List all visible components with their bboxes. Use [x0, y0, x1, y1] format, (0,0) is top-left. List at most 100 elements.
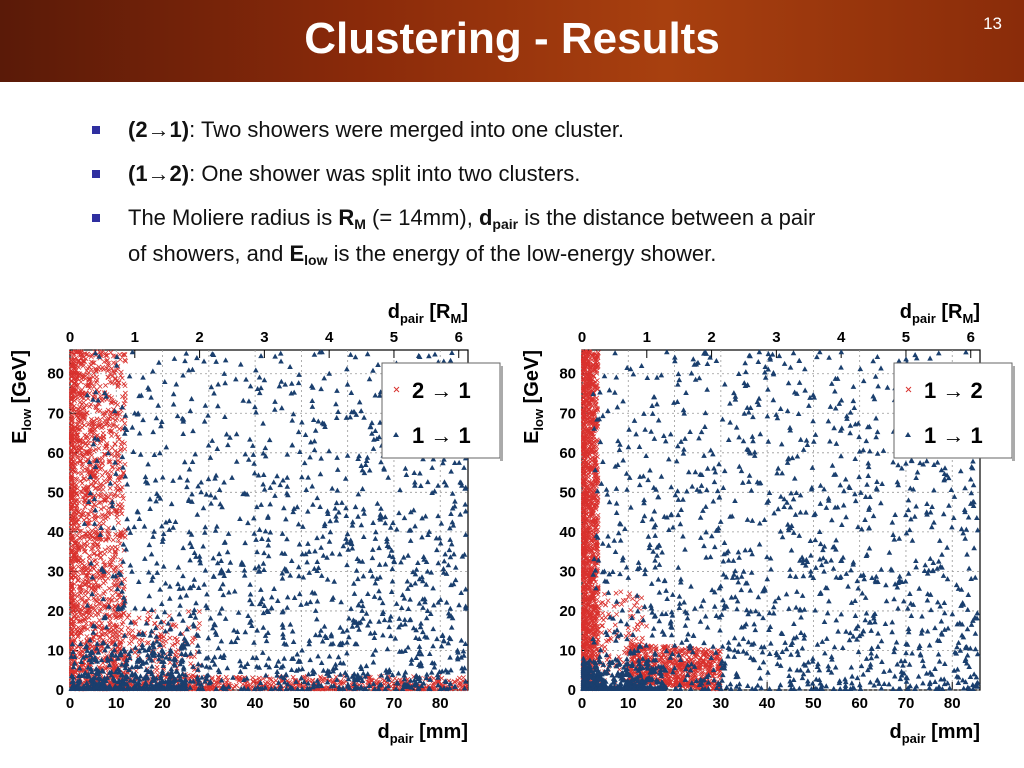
red-cross-marker	[81, 372, 87, 378]
top-tick-label: 2	[707, 329, 715, 346]
top-tick-label: 1	[643, 329, 651, 346]
red-cross-marker	[80, 512, 86, 518]
red-cross-marker	[105, 528, 111, 534]
red-cross-marker	[89, 352, 95, 358]
red-cross-marker	[77, 458, 83, 464]
red-cross-marker	[68, 621, 74, 627]
x-tick-label: 60	[339, 695, 356, 712]
y-tick-label: 40	[559, 524, 576, 541]
red-cross-marker	[68, 473, 74, 479]
red-cross-marker	[72, 476, 78, 482]
red-cross-marker	[106, 585, 112, 591]
red-cross-marker	[93, 557, 99, 563]
red-cross-marker	[114, 624, 120, 630]
red-cross-marker	[68, 437, 74, 443]
red-cross-marker	[68, 495, 74, 501]
x-tick-label: 0	[578, 695, 586, 712]
red-cross-marker	[91, 535, 97, 541]
red-cross-marker	[115, 402, 121, 408]
red-cross-marker	[73, 538, 78, 544]
red-cross-marker	[105, 416, 111, 422]
red-cross-marker	[91, 551, 97, 557]
red-cross-marker	[103, 382, 109, 388]
red-cross-marker	[82, 548, 88, 554]
red-cross-marker	[91, 551, 97, 557]
red-cross-marker	[107, 423, 113, 428]
red-cross-marker	[75, 421, 81, 427]
red-cross-marker	[93, 485, 99, 491]
x-tick-label: 80	[944, 695, 961, 712]
red-cross-marker	[79, 480, 85, 486]
red-cross-marker	[74, 502, 79, 508]
red-cross-marker	[100, 575, 106, 581]
red-cross-marker	[71, 395, 77, 401]
bullet-text: is the distance between a pair	[518, 205, 816, 230]
red-cross-marker	[98, 494, 104, 500]
bullet-bold: (2→1)	[128, 117, 190, 142]
red-cross-marker	[94, 552, 100, 558]
red-cross-marker	[113, 417, 119, 423]
red-cross-marker	[104, 357, 110, 363]
red-cross-marker	[107, 548, 113, 554]
bullet-text: The Moliere radius is	[128, 205, 339, 230]
red-cross-marker	[101, 521, 107, 527]
y-tick-label: 10	[559, 642, 576, 659]
red-cross-marker	[70, 604, 76, 610]
red-cross-marker	[115, 520, 121, 526]
red-cross-marker	[88, 482, 94, 488]
moliere-sub: M	[354, 216, 366, 232]
red-cross-marker	[90, 504, 96, 510]
red-cross-marker	[68, 449, 74, 455]
red-cross-marker	[92, 427, 98, 432]
red-cross-marker	[87, 385, 93, 391]
red-cross-marker	[89, 419, 95, 425]
red-cross-marker	[84, 443, 90, 449]
red-cross-marker	[115, 482, 121, 488]
y-tick-label: 20	[47, 603, 64, 620]
red-cross-marker	[84, 410, 90, 416]
top-tick-label: 5	[902, 329, 910, 346]
red-cross-marker	[98, 634, 104, 640]
red-cross-marker	[68, 620, 74, 626]
red-cross-marker	[79, 597, 85, 603]
x-tick-label: 30	[200, 695, 217, 712]
red-cross-marker	[122, 446, 128, 452]
red-cross-marker	[116, 437, 122, 442]
red-cross-marker	[69, 388, 75, 394]
red-cross-marker	[90, 542, 96, 548]
top-tick-label: 4	[325, 329, 334, 346]
red-cross-marker	[96, 445, 102, 451]
red-cross-marker	[76, 609, 82, 615]
red-cross-marker	[99, 620, 105, 626]
red-cross-marker	[68, 396, 74, 402]
red-cross-marker	[80, 604, 86, 610]
red-cross-marker	[108, 350, 114, 356]
red-cross-marker	[68, 350, 74, 356]
red-cross-marker	[82, 488, 88, 494]
red-cross-marker	[107, 379, 113, 385]
red-cross-marker	[110, 353, 116, 359]
red-cross-marker	[106, 621, 112, 627]
red-cross-marker	[104, 352, 110, 358]
red-cross-marker	[79, 401, 85, 407]
red-cross-marker	[68, 442, 74, 448]
red-cross-marker	[76, 557, 82, 563]
red-cross-marker	[70, 489, 76, 495]
red-cross-marker	[89, 367, 94, 373]
red-cross-marker	[95, 583, 101, 589]
red-cross-marker	[70, 485, 76, 491]
red-cross-marker	[92, 638, 98, 644]
red-cross-marker	[106, 525, 112, 531]
red-cross-marker	[95, 514, 101, 520]
red-cross-marker	[87, 468, 93, 474]
red-cross-marker	[111, 493, 117, 499]
red-cross-marker	[69, 369, 75, 375]
red-cross-marker	[73, 355, 79, 361]
red-cross-marker	[119, 375, 125, 381]
red-cross-marker	[95, 542, 101, 548]
red-cross-marker	[72, 464, 78, 470]
top-tick-label: 2	[195, 329, 203, 346]
red-cross-marker	[77, 588, 83, 594]
red-cross-marker	[92, 586, 98, 592]
red-cross-marker	[119, 417, 125, 423]
